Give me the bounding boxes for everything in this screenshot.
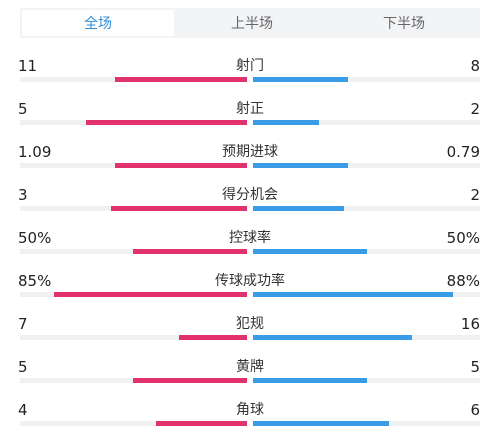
tab-second-half[interactable]: 下半场 [383,16,425,32]
stat-row-fouls: 7 犯规 16 [0,314,500,354]
stat-row-possession: 50% 控球率 50% [0,228,500,268]
stat-label: 黄牌 [236,359,264,375]
home-track [20,163,247,168]
away-value: 5 [470,358,480,376]
home-bar [133,249,247,254]
away-value: 8 [470,57,480,75]
away-bar [253,378,367,383]
home-track [20,120,247,125]
away-track [253,292,480,297]
away-value: 6 [470,401,480,419]
stat-label: 得分机会 [222,187,278,203]
stat-row-shots-on-target: 5 射正 2 [0,99,500,139]
home-value: 85% [18,272,52,290]
home-value: 4 [18,401,28,419]
home-value: 50% [18,229,52,247]
home-bar [115,77,247,82]
away-bar [253,292,453,297]
away-track [253,378,480,383]
away-bar [253,421,389,426]
tab-first-half[interactable]: 上半场 [231,16,273,32]
home-bar [115,163,247,168]
home-bar [111,206,247,211]
home-value: 5 [18,358,28,376]
stat-row-big-chances: 3 得分机会 2 [0,185,500,225]
stat-row-corners: 4 角球 6 [0,400,500,440]
away-track [253,163,480,168]
away-track [253,249,480,254]
home-track [20,378,247,383]
away-bar [253,249,367,254]
away-bar [253,206,344,211]
away-value: 88% [446,272,480,290]
period-tabs: 全场 上半场 下半场 [20,8,480,38]
home-track [20,206,247,211]
home-track [20,421,247,426]
stat-label: 射门 [236,58,264,74]
stat-row-shots: 11 射门 8 [0,56,500,96]
away-track [253,77,480,82]
home-bar [54,292,247,297]
stat-label: 传球成功率 [215,273,285,289]
away-track [253,206,480,211]
stat-label: 犯规 [236,316,264,332]
away-bar [253,120,319,125]
away-value: 16 [460,315,480,333]
away-bar [253,77,348,82]
stat-label: 角球 [236,402,264,418]
away-value: 2 [470,186,480,204]
away-value: 2 [470,100,480,118]
home-bar [133,378,247,383]
home-value: 3 [18,186,28,204]
home-value: 5 [18,100,28,118]
away-value: 50% [446,229,480,247]
away-track [253,120,480,125]
home-value: 7 [18,315,28,333]
home-value: 1.09 [18,143,52,161]
home-track [20,292,247,297]
home-bar [156,421,247,426]
away-bar [253,335,412,340]
tab-full-match[interactable]: 全场 [22,10,174,36]
away-bar [253,163,348,168]
home-value: 11 [18,57,38,75]
stat-label: 控球率 [229,230,271,246]
home-bar [86,120,247,125]
home-track [20,335,247,340]
stat-row-expected-goals: 1.09 预期进球 0.79 [0,142,500,182]
home-track [20,77,247,82]
stat-row-yellow-cards: 5 黄牌 5 [0,357,500,397]
stat-label: 预期进球 [222,144,278,160]
away-track [253,335,480,340]
away-value: 0.79 [446,143,480,161]
home-bar [179,335,247,340]
stat-row-pass-accuracy: 85% 传球成功率 88% [0,271,500,311]
away-track [253,421,480,426]
stat-label: 射正 [236,101,264,117]
home-track [20,249,247,254]
